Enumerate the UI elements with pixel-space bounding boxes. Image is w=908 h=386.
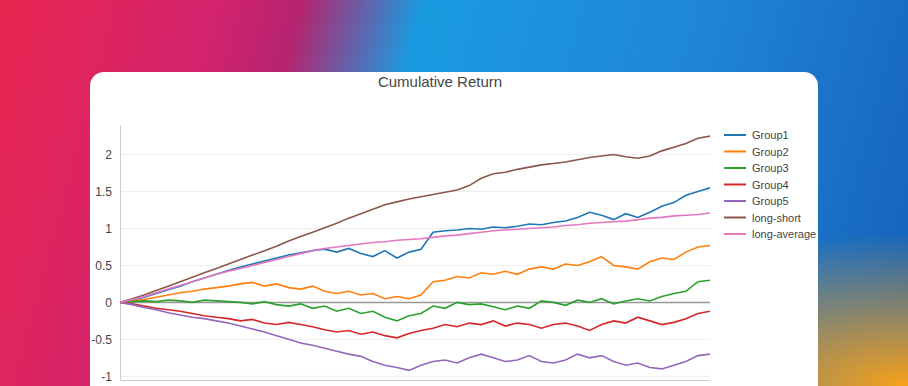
legend-swatch	[724, 151, 746, 153]
grid-line	[120, 228, 710, 229]
y-axis-line	[120, 126, 121, 381]
series-line	[120, 213, 710, 302]
grid-line	[120, 339, 710, 340]
legend-label: Group1	[752, 129, 789, 141]
grid-line	[120, 154, 710, 155]
y-tick: -0.5	[91, 333, 120, 347]
grid-line	[120, 191, 710, 192]
series-line	[120, 245, 710, 302]
y-tick-label: 1	[105, 222, 112, 236]
legend-item: Group1	[724, 129, 789, 141]
x-axis	[121, 380, 711, 381]
y-tick-label: 0.5	[95, 259, 112, 273]
title: Cumulative Return	[378, 73, 502, 90]
legend-label: long-short	[752, 212, 801, 224]
legend-swatch	[724, 233, 746, 235]
legend-label: long-average	[752, 228, 816, 240]
legend: Group1 Group2 Group3 Group4 Group5 long-short…	[724, 129, 816, 240]
y-tick: 0.5	[95, 259, 120, 273]
legend-label: Group2	[752, 146, 789, 158]
legend-item: Group2	[724, 146, 789, 158]
y-tick: -1	[101, 370, 120, 384]
y-tick: 1.5	[95, 185, 120, 199]
legend-label: Group5	[752, 195, 789, 207]
y-tick-label: 0	[105, 296, 112, 310]
legend-item: long-average	[724, 228, 816, 240]
y-tick: 2	[105, 148, 120, 162]
legend-swatch	[724, 200, 746, 202]
grid-line	[120, 376, 710, 377]
grid	[120, 155, 710, 377]
series-line	[120, 136, 710, 302]
legend-label: Group3	[752, 162, 789, 174]
legend-swatch	[724, 184, 746, 186]
y-tick: 0	[105, 296, 120, 310]
legend-swatch	[724, 134, 746, 136]
legend-swatch	[724, 167, 746, 169]
series-line	[120, 302, 710, 370]
y-tick-label: -0.5	[91, 333, 112, 347]
legend-label: Group4	[752, 179, 789, 191]
y-tick: 1	[105, 222, 120, 236]
y-tick-label: -1	[101, 370, 112, 384]
legend-item: long-short	[724, 212, 801, 224]
series-line	[120, 188, 710, 303]
series-line	[120, 280, 710, 321]
plot-area	[120, 136, 710, 370]
legend-swatch	[724, 217, 746, 219]
legend-item: Group5	[724, 195, 789, 207]
chart: Cumulative Return-1-0.500.511.52Group1Gr…	[0, 0, 908, 386]
legend-item: Group4	[724, 179, 789, 191]
y-tick-label: 2	[105, 148, 112, 162]
y-axis: -1 -0.5 0 0.5 1 1.5 2	[91, 126, 120, 384]
x-axis-line	[121, 380, 711, 381]
legend-item: Group3	[724, 162, 789, 174]
y-tick-label: 1.5	[95, 185, 112, 199]
